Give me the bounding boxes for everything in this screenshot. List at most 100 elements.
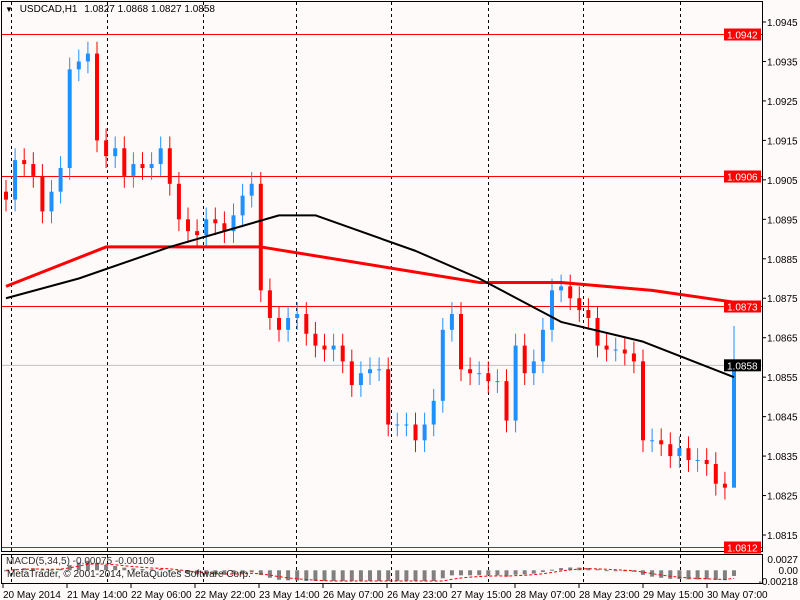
candle-body [58, 168, 63, 192]
histogram-bar [358, 570, 363, 581]
histogram-bar [286, 570, 291, 581]
candle-body [650, 440, 655, 442]
histogram-bar [186, 570, 190, 574]
indicator-label: MACD(5,34,5) -0.00075 -0.00109 [6, 556, 155, 567]
histogram-bar [277, 570, 281, 580]
price-tick-label: 1.0855 [767, 373, 798, 384]
histogram-bar [668, 570, 673, 579]
histogram-bar [568, 567, 573, 571]
horizontal-lines[interactable] [2, 34, 762, 548]
candle-body [340, 345, 345, 362]
high-value: 1.0868 [117, 4, 149, 15]
histogram-bar [167, 569, 172, 571]
candle-body [195, 231, 200, 236]
candle-body [704, 460, 709, 464]
histogram-bar [713, 570, 718, 580]
candle-body [40, 175, 45, 212]
candle-body [131, 164, 136, 176]
candle-body [495, 381, 500, 383]
candle-body [167, 148, 172, 184]
histogram-bar [586, 567, 591, 571]
candle-body [31, 164, 36, 176]
candle-body [304, 314, 309, 334]
candle-body [641, 361, 645, 441]
candlesticks [4, 41, 736, 500]
histogram-bar [540, 570, 545, 573]
candle-body [222, 223, 227, 232]
histogram-bar [559, 568, 564, 571]
histogram-bar [368, 570, 372, 581]
candle-body [522, 345, 527, 374]
histogram-bar [40, 569, 45, 571]
triangle-down-icon[interactable]: ▼ [5, 5, 13, 14]
price-badge-label: 1.0906 [727, 173, 758, 184]
candle-body [349, 361, 354, 386]
candle-body [149, 164, 154, 169]
candle-body [4, 191, 8, 200]
candle-body [449, 314, 454, 330]
time-tick-label: 27 May 15:00 [451, 590, 512, 600]
ma-fast-line [5, 214, 735, 379]
candle-body [686, 448, 691, 461]
time-tick-label: 26 May 23:00 [387, 590, 448, 600]
histogram-bar [641, 570, 645, 575]
histogram-bar [449, 570, 454, 576]
time-tick-label: 22 May 22:00 [195, 590, 256, 600]
candle-body [85, 53, 90, 62]
symbol-label: USDCAD,H1 [19, 4, 78, 15]
histogram-bar [468, 570, 473, 576]
histogram-bar [140, 568, 145, 571]
open-value: 1.0827 [84, 4, 115, 15]
price-badge [724, 541, 761, 554]
histogram-bar [331, 570, 336, 581]
candle-body [422, 424, 427, 441]
candle-body [613, 349, 618, 351]
price-tick-label: 1.0905 [767, 176, 798, 187]
indicator-tick-label: 0.00 [779, 566, 799, 577]
histogram-bar [613, 570, 618, 572]
histogram-bar [550, 569, 554, 571]
histogram-bar [531, 570, 536, 574]
histogram-bar [176, 570, 181, 572]
price-badge-label: 1.0942 [727, 31, 758, 42]
time-tick-label: 28 May 23:00 [579, 590, 640, 600]
candle-body [722, 483, 727, 488]
histogram-bar [122, 567, 127, 571]
histogram-bar [349, 570, 354, 581]
histogram-bar [240, 570, 245, 574]
low-value: 1.0827 [151, 4, 182, 15]
histogram-bar [477, 570, 482, 576]
histogram-bar [659, 570, 664, 578]
price-tick-label: 1.0885 [767, 255, 798, 266]
candle-body [577, 298, 582, 311]
histogram-bar [58, 568, 63, 571]
candle-body [295, 314, 300, 318]
histogram-bar [295, 570, 300, 581]
candle-body [49, 191, 54, 212]
price-tick-label: 1.0945 [767, 18, 798, 29]
price-axis: 1.0945 1.0935 1.0925 1.0915 1.0905 1.0895 1.08… [762, 18, 798, 542]
candle-body [622, 349, 627, 354]
candle-body [231, 215, 236, 232]
time-tick-label: 23 May 14:00 [259, 590, 320, 600]
candle-body [267, 290, 272, 318]
candle-body [568, 286, 573, 299]
time-tick-label: 20 May 2014 [3, 590, 61, 600]
histogram-bar [395, 570, 400, 581]
histogram-bar [650, 570, 655, 577]
histogram-bar [313, 570, 318, 581]
candle-body [67, 69, 72, 169]
histogram-bar [67, 565, 72, 571]
histogram-bar [422, 570, 427, 581]
candle-body [377, 369, 382, 371]
histogram-bar [404, 570, 409, 581]
candle-body [440, 329, 445, 401]
time-tick-label: 26 May 07:00 [323, 590, 384, 600]
histogram-bar [440, 570, 445, 579]
histogram-bar [222, 570, 227, 575]
time-tick-label: 21 May 14:00 [67, 590, 128, 600]
histogram-bar [595, 569, 600, 571]
candle-body [331, 345, 336, 350]
